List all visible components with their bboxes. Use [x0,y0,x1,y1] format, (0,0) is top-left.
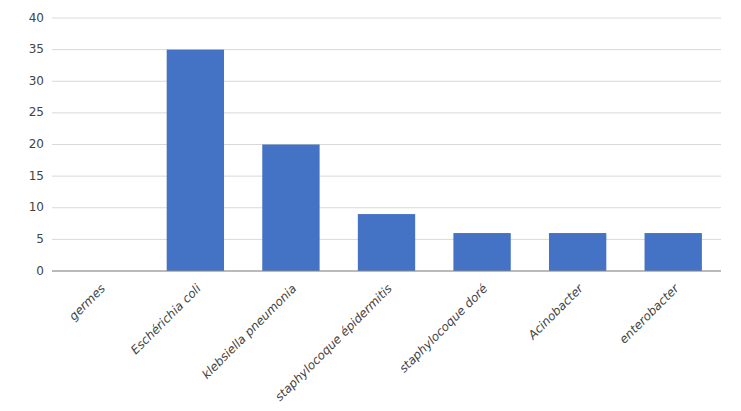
chart-container: 0 5 10 15 20 25 30 35 40 germes Eschérichia colikl… [0,0,741,411]
bar [549,233,606,271]
x-tick-label: Eschérichia coli [128,281,204,357]
y-tick-label: 35 [29,42,44,56]
y-tick-label: 5 [36,232,44,246]
x-axis-line [52,271,721,272]
y-tick-label: 30 [29,74,44,88]
x-tick-label: Acinobacter [525,281,587,343]
y-tick-label: 20 [29,137,44,151]
grid-line [52,271,721,272]
bar [645,233,702,271]
chart: 0 5 10 15 20 25 30 35 40 germes Eschérichia colikl… [0,0,741,411]
grid-line [52,207,721,208]
bar [262,145,319,272]
y-tick-label: 10 [29,200,44,214]
grid-line [52,49,721,50]
x-tick-label: klebsiella pneumonia [199,281,299,381]
x-tick-label: staphylocoque épidermitis [272,281,395,404]
grid-line [52,112,721,113]
x-tick-label: enterobacter [617,281,683,347]
bar [358,214,415,271]
x-tick-label: germes [66,281,108,323]
x-axis: germes Eschérichia coliklebsiella pneumon… [52,271,721,404]
grid-line [52,176,721,177]
grid-line [52,144,721,145]
bar [167,50,224,271]
x-tick-label: staphylocoque doré [396,281,490,375]
bars [167,50,702,271]
y-tick-label: 0 [36,264,44,278]
grid-line [52,18,721,19]
y-tick-label: 15 [29,169,44,183]
y-axis: 0 5 10 15 20 25 30 35 40 [29,11,721,278]
bar [453,233,510,271]
grid-line [52,81,721,82]
y-tick-label: 25 [29,105,44,119]
y-tick-label: 40 [29,11,44,25]
